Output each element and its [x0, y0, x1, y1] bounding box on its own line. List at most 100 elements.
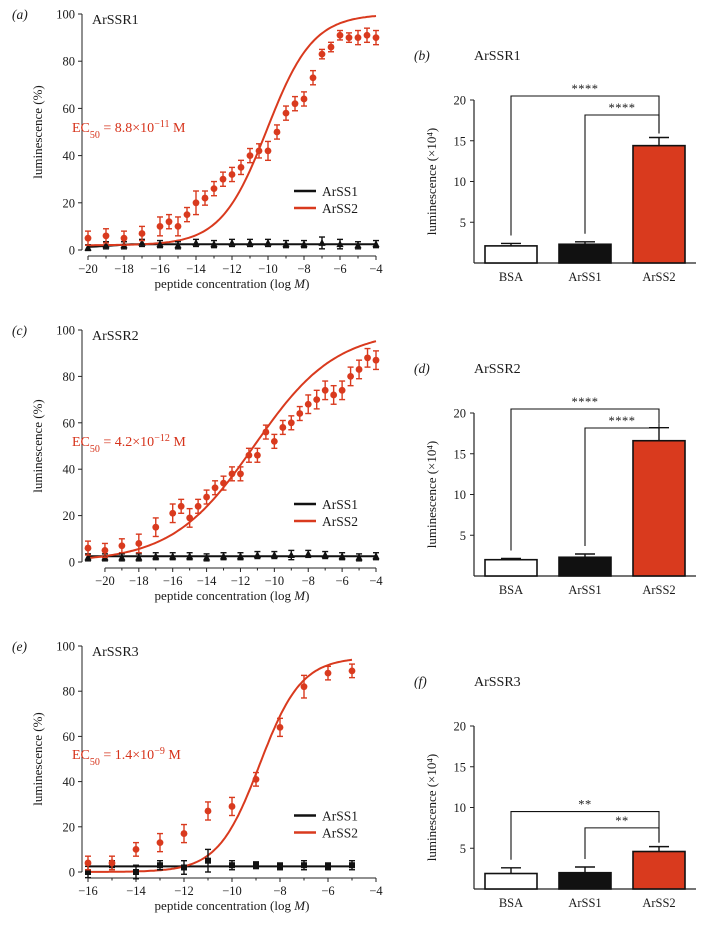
agonist-data-point: [210, 185, 218, 193]
control-data-point: [202, 553, 211, 561]
x-axis-label-unit: M: [293, 898, 306, 913]
agonist-data-point: [309, 74, 317, 82]
x-tick-label: −14: [126, 884, 146, 898]
y-tick-label: 80: [63, 55, 76, 69]
x-axis-label: peptide concentration (log M): [155, 588, 310, 603]
legend-entry: ArSS2: [322, 201, 358, 216]
agonist-data-point: [108, 859, 116, 867]
agonist-data-point: [354, 34, 362, 41]
control-data-point: [157, 862, 163, 869]
agonist-data-point: [138, 230, 146, 237]
agonist-data-point: [276, 723, 284, 731]
bar-bsa: [484, 872, 538, 890]
agonist-data-point: [304, 400, 312, 408]
ec50-label-part: EC: [72, 121, 90, 136]
control-data-point: [135, 553, 143, 561]
bar-arss2: [632, 850, 686, 890]
x-axis-label-close: ): [305, 276, 309, 291]
ec50-label-part: 50: [90, 757, 100, 768]
control-data-point: [264, 238, 272, 246]
agonist-data-point: [135, 540, 143, 547]
y-tick-label: 5: [460, 842, 466, 856]
panel-title: ArSSR3: [474, 675, 521, 690]
agonist-data-point: [291, 100, 299, 108]
y-tick-label: 20: [454, 407, 467, 421]
x-tick-label: −12: [222, 262, 242, 276]
y-axis-label: luminescence (%): [30, 712, 45, 805]
agonist-data-point: [282, 109, 290, 117]
ec50-label-part: −9: [154, 746, 165, 757]
control-data-point: [338, 552, 346, 560]
agonist-data-point: [84, 859, 92, 867]
agonist-data-point: [273, 128, 281, 136]
x-tick-label: −8: [297, 262, 310, 276]
x-tick-label: −12: [174, 884, 194, 898]
agonist-data-point: [313, 396, 321, 403]
y-tick-label: 100: [56, 8, 75, 22]
agonist-data-point: [192, 199, 200, 207]
control-data-point: [219, 552, 228, 560]
panel-label: (c): [12, 323, 27, 338]
control-data-point: [236, 552, 245, 560]
ec50-label-part: = 8.8×10: [100, 121, 154, 136]
control-data-point: [372, 240, 380, 248]
significance-label: ****: [572, 82, 599, 96]
agonist-data-point: [220, 479, 227, 487]
y-tick-label: 5: [460, 529, 466, 543]
control-data-point: [321, 551, 329, 559]
panel-label: (b): [414, 48, 430, 63]
agonist-data-point: [180, 830, 188, 837]
control-data-point: [354, 241, 362, 249]
ec50-label-part: = 4.2×10: [100, 435, 154, 450]
y-tick-label: 0: [69, 866, 75, 880]
y-tick-label: 20: [63, 820, 76, 834]
agonist-data-point: [372, 34, 380, 41]
x-axis-label-unit: M: [293, 276, 306, 291]
control-data-point: [253, 862, 259, 869]
agonist-data-point: [270, 437, 278, 445]
control-data-point: [300, 240, 308, 248]
agonist-data-point: [183, 211, 191, 219]
agonist-data-point: [324, 669, 332, 677]
bar-bsa: [484, 558, 538, 577]
agonist-data-point: [228, 803, 236, 810]
control-data-point: [84, 243, 92, 251]
agonist-data-point: [330, 391, 338, 399]
bar-arss2: [632, 144, 686, 264]
ec50-label: EC50 = 1.4×10−9 M: [72, 746, 181, 768]
significance-bracket: [584, 114, 660, 234]
x-tick-label: −10: [222, 884, 242, 898]
ec50-label-part: M: [170, 435, 187, 450]
ec50-label-part: −11: [154, 119, 169, 130]
legend-entry: ArSS1: [322, 184, 358, 199]
y-axis-label: luminescence (×10⁴): [424, 128, 439, 236]
control-data-point: [325, 863, 331, 870]
significance-label: **: [615, 814, 629, 828]
panel-title: ArSSR2: [92, 329, 139, 344]
y-tick-label: 20: [454, 720, 467, 734]
y-axis-label: luminescence (%): [30, 85, 45, 178]
x-tick-label: −6: [333, 262, 346, 276]
x-tick-label: −16: [78, 884, 98, 898]
ec50-label-part: = 1.4×10: [100, 748, 154, 763]
x-tick-label: −14: [186, 262, 206, 276]
bar-bsa: [484, 245, 538, 264]
agonist-data-point: [252, 775, 260, 783]
y-tick-label: 100: [56, 324, 75, 338]
ec50-label-part: M: [169, 121, 186, 136]
agonist-data-point: [262, 428, 270, 436]
control-data-point: [304, 549, 312, 557]
control-data-point: [102, 241, 110, 249]
x-category-label: BSA: [499, 583, 523, 597]
control-data-point: [205, 857, 211, 864]
y-axis-label: luminescence (×10⁴): [424, 754, 439, 862]
y-axis-label: luminescence (%): [30, 399, 45, 492]
legend-entry: ArSS2: [322, 514, 358, 529]
agonist-data-point: [101, 547, 109, 554]
agonist-data-point: [345, 34, 353, 41]
y-tick-label: 40: [63, 775, 76, 789]
y-tick-label: 80: [63, 370, 76, 384]
panel-label: (f): [414, 674, 427, 689]
x-tick-label: −14: [197, 574, 217, 588]
y-tick-label: 40: [63, 149, 76, 163]
